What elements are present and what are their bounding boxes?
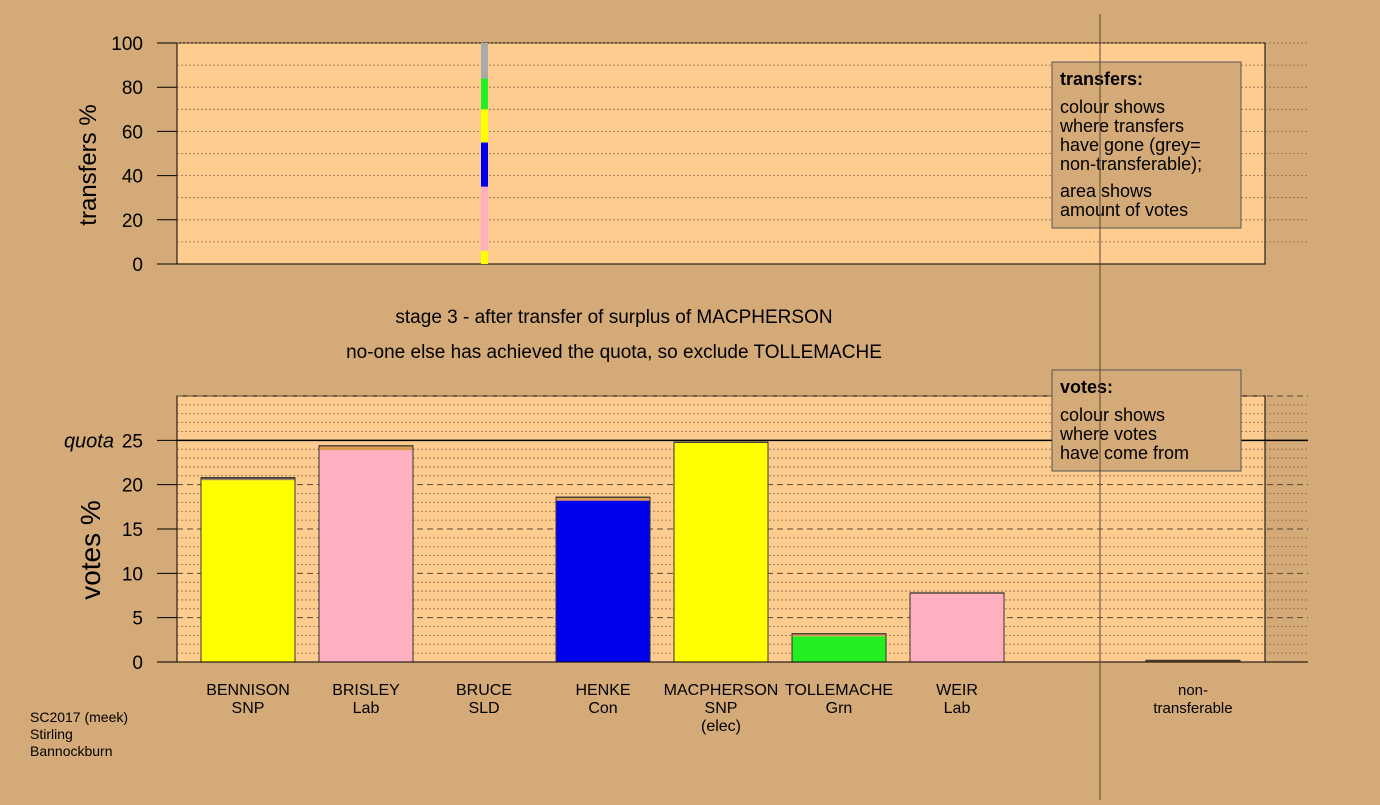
category-label: BRUCE [456,682,512,699]
footer: SC2017 (meek) Stirling Bannockburn [30,709,128,759]
transfers-y-axis: 0 20 40 60 80 100 [111,34,177,276]
transfers-tick-label: 60 [122,122,143,143]
category-label: non- [1178,682,1208,699]
votes-tick-label: 0 [132,653,143,674]
votes-legend-title: votes: [1060,377,1113,397]
vote-bar-segment [674,442,768,662]
votes-y-axis: 0 5 10 15 20 25 [122,431,177,674]
transfers-legend-title: transfers: [1060,69,1143,89]
transfers-tick-label: 80 [122,78,143,99]
category-label: transferable [1153,700,1232,717]
category-label: MACPHERSON [664,682,779,699]
transfer-segment [481,78,488,110]
vote-bar-segment [319,450,413,662]
transfers-legend: transfers: colour shows where transfers … [1051,61,1242,229]
footer-ward: Bannockburn [30,743,113,759]
vote-bar-segment [792,634,886,637]
transfers-tick-label: 40 [122,167,143,188]
vote-bar-segment [201,479,295,481]
transfers-gridlines [177,42,1308,243]
transfer-segment [481,142,488,187]
votes-tick-label: 10 [122,564,143,585]
category-label: SNP [705,700,738,717]
votes-tick-label: 15 [122,520,143,541]
vote-bar-segment [556,500,650,662]
vote-bar-segment [910,593,1004,662]
votes-tick-label: 25 [122,431,143,452]
votes-tick-label: 20 [122,476,143,497]
transfers-legend-line: have gone (grey= [1060,135,1201,155]
vote-bar-segment [556,497,650,501]
category-label: HENKE [575,682,630,699]
stage-caption: stage 3 - after transfer of surplus of M… [395,307,832,328]
transfers-tick-label: 100 [111,34,143,55]
category-label: Grn [826,700,853,717]
votes-legend-box [1051,369,1242,472]
votes-y-axis-title: votes % [75,500,106,600]
transfer-segment [481,250,488,264]
transfers-legend-box [1051,61,1242,229]
category-label: Lab [353,700,380,717]
votes-legend-line: colour shows [1060,405,1165,425]
action-caption: no-one else has achieved the quota, so e… [346,342,882,363]
votes-legend-line: where votes [1059,424,1157,444]
transfers-legend-line: where transfers [1059,116,1184,136]
transfers-tick-label: 0 [132,255,143,276]
votes-bars [200,441,1241,663]
vote-bar-segment [319,446,413,451]
vote-bar-segment [201,477,295,480]
transfers-bars [481,43,488,264]
footer-council: Stirling [30,726,73,742]
transfer-segment [481,43,488,79]
votes-category-labels: BENNISONSNPBRISLEYLabBRUCESLDHENKEConMAC… [206,682,1232,735]
transfer-segment [481,186,488,251]
votes-tick-label: 5 [132,609,143,630]
transfers-legend-line: non-transferable); [1060,154,1202,174]
category-label: Lab [944,700,971,717]
transfer-segment [481,109,488,143]
transfers-y-axis-title: transfers % [75,104,102,225]
transfers-legend-line: amount of votes [1060,200,1188,220]
vote-bar-segment [201,480,295,662]
transfers-panel: 0 20 40 60 80 100 transfers % transfers: colo… [75,34,1308,276]
transfers-legend-line: colour shows [1060,97,1165,117]
category-label: TOLLEMACHE [785,682,893,699]
category-label: WEIR [936,682,978,699]
transfers-tick-label: 20 [122,211,143,232]
category-label: BRISLEY [332,682,400,699]
votes-legend: votes: colour shows where votes have com… [1051,369,1242,472]
transfers-legend-line: area shows [1060,181,1152,201]
vote-bar-segment [1146,660,1240,662]
category-label: (elec) [701,718,741,735]
footer-election: SC2017 (meek) [30,709,128,725]
quota-label: quota [64,430,114,452]
vote-bar-segment [792,636,886,662]
category-label: BENNISON [206,682,290,699]
votes-legend-line: have come from [1060,443,1189,463]
category-label: SNP [232,700,265,717]
category-label: Con [588,700,617,717]
category-label: SLD [468,700,499,717]
